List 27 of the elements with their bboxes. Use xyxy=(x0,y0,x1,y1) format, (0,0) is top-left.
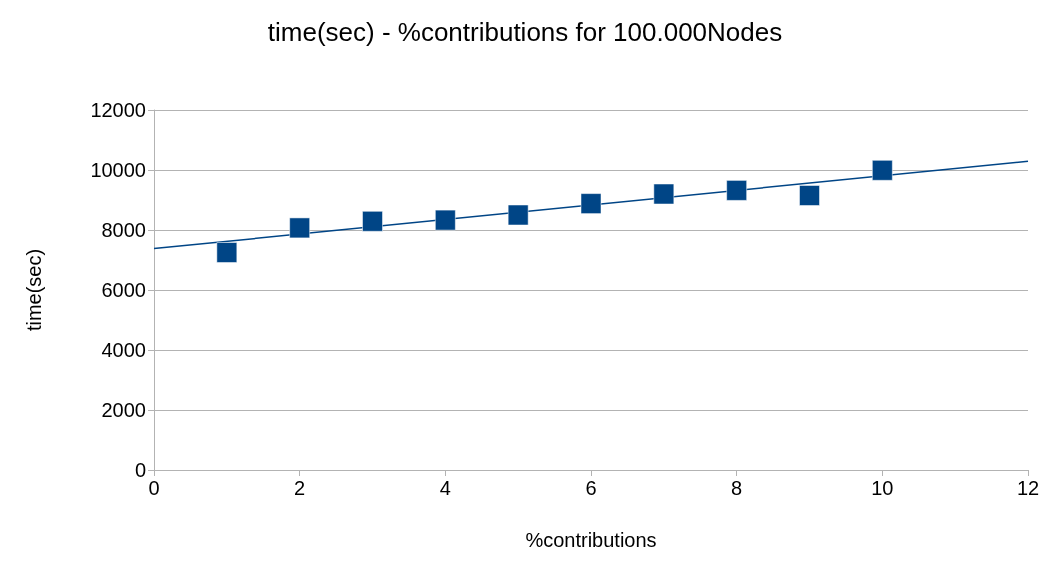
point xyxy=(726,180,747,201)
point xyxy=(580,193,602,214)
x-tick-label: 8 xyxy=(731,477,743,499)
x-tick-label: 4 xyxy=(439,477,451,499)
point xyxy=(507,204,529,226)
y-tick-label: 10000 xyxy=(90,159,146,181)
y-tick-label: 8000 xyxy=(101,219,146,241)
x-tick-label: 2 xyxy=(294,477,306,499)
point xyxy=(435,209,456,231)
point xyxy=(289,217,310,239)
y-tick-label: 2000 xyxy=(101,399,146,421)
y-axis-title: time(sec) xyxy=(23,248,45,332)
x-tick-label: 6 xyxy=(585,477,597,499)
y-tick-label: 4000 xyxy=(101,339,146,361)
x-tick-label: 10 xyxy=(871,477,894,499)
y-tick-label: 6000 xyxy=(101,279,146,301)
point xyxy=(799,185,820,206)
x-axis-title: %contributions xyxy=(525,529,657,551)
x-tick-label: 12 xyxy=(1016,477,1040,499)
point xyxy=(872,160,893,181)
chart-title: time(sec) - %contributions for 100.000Nodes xyxy=(267,17,783,47)
y-tick-label: 12000 xyxy=(90,99,146,121)
point xyxy=(362,211,383,232)
x-tick-label: 0 xyxy=(148,477,160,499)
y-tick-label: 0 xyxy=(134,459,146,481)
point xyxy=(216,242,238,263)
point xyxy=(653,183,675,205)
